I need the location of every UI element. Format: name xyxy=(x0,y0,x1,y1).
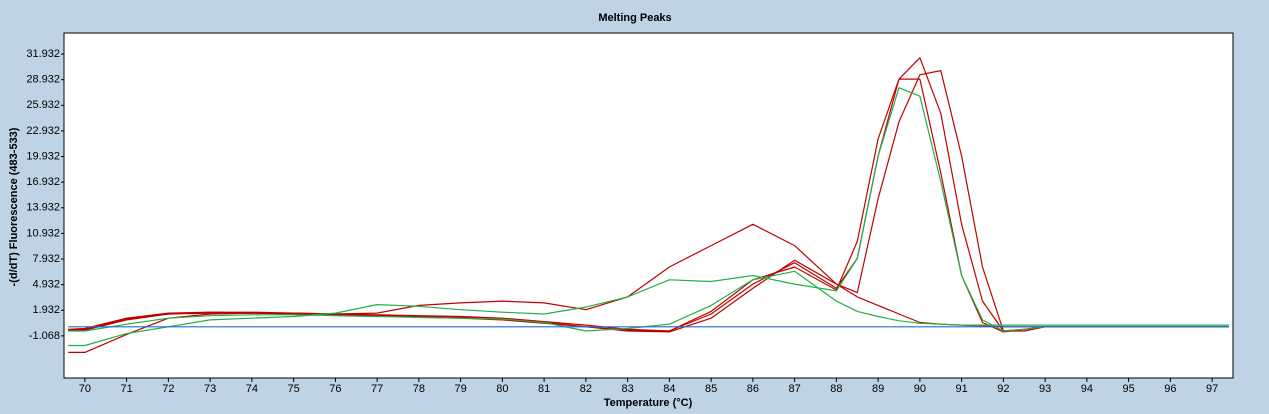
x-tick-label: 75 xyxy=(288,383,300,395)
x-tick-label: 71 xyxy=(121,383,133,395)
x-tick-label: 87 xyxy=(789,383,801,395)
x-tick-label: 80 xyxy=(496,383,508,395)
y-tick-label: 10.932 xyxy=(26,227,60,239)
chart-title: Melting Peaks xyxy=(598,12,671,24)
plot-area xyxy=(63,32,1234,379)
x-tick-label: 88 xyxy=(830,383,842,395)
series-line xyxy=(68,87,1229,347)
x-tick-label: 74 xyxy=(246,383,258,395)
x-tick-label: 81 xyxy=(538,383,550,395)
x-tick-label: 78 xyxy=(413,383,425,395)
series-line xyxy=(68,270,1229,332)
x-tick-label: 70 xyxy=(79,383,91,395)
y-tick-label: 16.932 xyxy=(26,176,60,188)
y-tick-label: 25.932 xyxy=(26,99,60,111)
y-tick-label: -1.068 xyxy=(29,330,60,342)
x-tick-label: 92 xyxy=(997,383,1009,395)
x-tick-label: 94 xyxy=(1081,383,1093,395)
x-tick-label: 83 xyxy=(622,383,634,395)
x-tick-label: 97 xyxy=(1206,383,1218,395)
x-tick-label: 90 xyxy=(914,383,926,395)
x-tick-label: 79 xyxy=(455,383,467,395)
x-tick-label: 95 xyxy=(1123,383,1135,395)
x-tick-label: 89 xyxy=(872,383,884,395)
x-tick-label: 82 xyxy=(580,383,592,395)
x-tick-label: 85 xyxy=(705,383,717,395)
x-tick-label: 84 xyxy=(663,383,675,395)
y-tick-label: 4.932 xyxy=(32,279,60,291)
x-tick-label: 96 xyxy=(1164,383,1176,395)
x-tick-label: 86 xyxy=(747,383,759,395)
x-tick-label: 91 xyxy=(956,383,968,395)
x-axis-label: Temperature (°C) xyxy=(604,397,693,409)
y-axis-label: -(d/dT) Fluorescence (483-533) xyxy=(8,127,20,286)
x-tick-label: 72 xyxy=(162,383,174,395)
y-tick-label: 22.932 xyxy=(26,125,60,137)
x-tick-label: 76 xyxy=(329,383,341,395)
y-tick-label: 19.932 xyxy=(26,150,60,162)
y-tick-label: 1.932 xyxy=(32,304,60,316)
y-tick-label: 13.932 xyxy=(26,202,60,214)
x-tick-label: 73 xyxy=(204,383,216,395)
y-tick-label: 31.932 xyxy=(26,48,60,60)
x-tick-label: 77 xyxy=(371,383,383,395)
y-tick-label: 7.932 xyxy=(32,253,60,265)
x-tick-label: 93 xyxy=(1039,383,1051,395)
y-tick-label: 28.932 xyxy=(26,74,60,86)
